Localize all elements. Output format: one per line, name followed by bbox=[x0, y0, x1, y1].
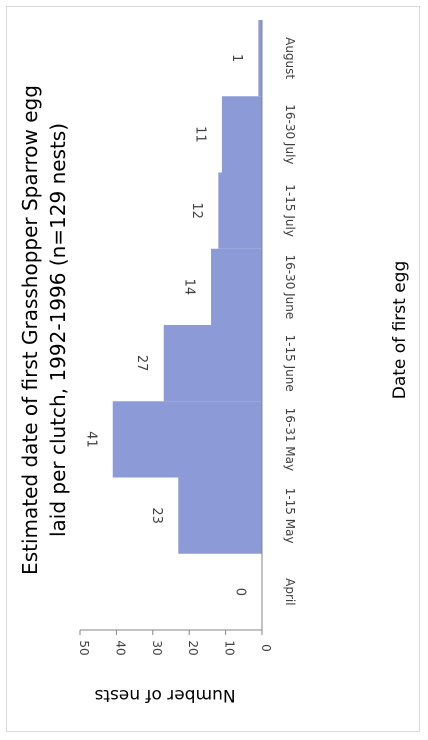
data-label-7: 1 bbox=[229, 54, 244, 62]
data-label-4: 14 bbox=[182, 279, 197, 296]
category-label-2: 16-31 May bbox=[283, 408, 297, 472]
category-label-3: 1-15 June bbox=[283, 335, 297, 392]
y-tick-label-5: 50 bbox=[77, 640, 91, 655]
category-label-4: 16-30 June bbox=[283, 254, 297, 319]
bar-3 bbox=[163, 325, 262, 402]
chart-title-line-2: laid per clutch, 1992-1996 (n=129 nests) bbox=[46, 123, 70, 537]
y-tick-label-1: 10 bbox=[223, 640, 237, 655]
bar-5 bbox=[218, 172, 262, 249]
bar-1 bbox=[178, 477, 262, 554]
category-label-7: August bbox=[283, 37, 297, 79]
y-tick-label-2: 20 bbox=[186, 640, 200, 655]
x-axis-title: Date of first egg bbox=[390, 261, 410, 400]
bar-2 bbox=[112, 401, 262, 478]
data-label-5: 12 bbox=[189, 202, 204, 219]
category-label-1: 1-15 May bbox=[283, 488, 297, 544]
bar-4 bbox=[211, 248, 262, 325]
y-axis-title: Number of nests bbox=[94, 685, 235, 705]
bar-6 bbox=[221, 96, 262, 173]
category-label-5: 1-15 July bbox=[283, 184, 297, 237]
category-label-6: 16-30 July bbox=[283, 104, 297, 164]
data-label-3: 27 bbox=[134, 355, 149, 372]
data-label-2: 41 bbox=[83, 431, 98, 448]
category-label-0: April bbox=[283, 578, 297, 605]
data-label-6: 11 bbox=[192, 126, 207, 143]
data-label-0: 0 bbox=[233, 588, 248, 596]
y-tick-label-3: 30 bbox=[150, 640, 164, 655]
y-tick-label-4: 40 bbox=[113, 640, 127, 655]
chart-title-line-1: Estimated date of first Grasshopper Spar… bbox=[18, 85, 42, 575]
y-tick-label-0: 0 bbox=[259, 644, 273, 652]
data-label-1: 23 bbox=[149, 507, 164, 524]
bar-7 bbox=[258, 20, 262, 97]
